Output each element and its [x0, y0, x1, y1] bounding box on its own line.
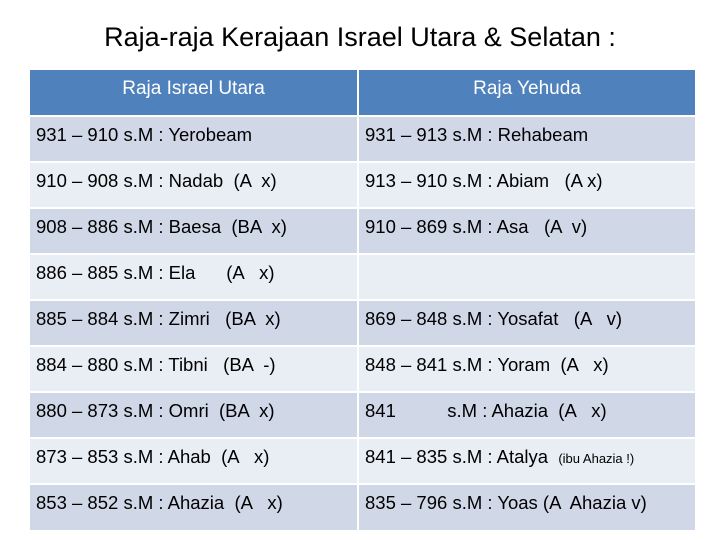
right-note: (ibu Ahazia !): [558, 451, 635, 466]
slide-title: Raja-raja Kerajaan Israel Utara & Selata…: [104, 22, 616, 52]
right-cell: [358, 253, 697, 300]
table-row: 931 – 910 s.M : Yerobeam 931 – 913 s.M : …: [30, 115, 697, 162]
table-row: 880 – 873 s.M : Omri (BA x) 841 s.M : Aha…: [30, 391, 697, 438]
left-cell: 931 – 910 s.M : Yerobeam: [30, 115, 359, 162]
right-cell: 848 – 841 s.M : Yoram (A x): [358, 345, 697, 392]
left-cell: 884 – 880 s.M : Tibni (BA -): [30, 345, 359, 392]
right-cell: 841 – 835 s.M : Atalya (ibu Ahazia !): [358, 437, 697, 484]
right-text: 848 – 841 s.M : Yoram (A x): [365, 354, 609, 375]
header-cell: Raja Israel Utara: [30, 70, 359, 116]
left-cell: 908 – 886 s.M : Baesa (BA x): [30, 207, 359, 254]
right-text: 835 – 796 s.M : Yoas (A Ahazia v): [365, 492, 647, 513]
right-cell: 910 – 869 s.M : Asa (A v): [358, 207, 697, 254]
table-row: 873 – 853 s.M : Ahab (A x) 841 – 835 s.M …: [30, 437, 697, 484]
left-cell: 880 – 873 s.M : Omri (BA x): [30, 391, 359, 438]
table-row: 910 – 908 s.M : Nadab (A x) 913 – 910 s.M…: [30, 161, 697, 208]
table-row: 886 – 885 s.M : Ela (A x): [30, 253, 697, 300]
right-text: 841 – 835 s.M : Atalya: [365, 446, 549, 467]
right-cell: 841 s.M : Ahazia (A x): [358, 391, 697, 438]
right-text: 913 – 910 s.M : Abiam (A x): [365, 170, 603, 191]
left-cell: 886 – 885 s.M : Ela (A x): [30, 253, 359, 300]
left-cell: 910 – 908 s.M : Nadab (A x): [30, 161, 359, 208]
table-row: 884 – 880 s.M : Tibni (BA -) 848 – 841 s.…: [30, 345, 697, 392]
table-body: 931 – 910 s.M : Yerobeam 931 – 913 s.M : …: [30, 115, 697, 530]
right-cell: 913 – 910 s.M : Abiam (A x): [358, 161, 697, 208]
left-cell: 885 – 884 s.M : Zimri (BA x): [30, 299, 359, 346]
right-text: 841 s.M : Ahazia (A x): [365, 400, 607, 421]
right-cell: 931 – 913 s.M : Rehabeam: [358, 115, 697, 162]
table-row: 885 – 884 s.M : Zimri (BA x) 869 – 848 s.…: [30, 299, 697, 346]
left-cell: 853 – 852 s.M : Ahazia (A x): [30, 483, 359, 530]
header-cell: Raja Yehuda: [358, 70, 697, 116]
right-text: 869 – 848 s.M : Yosafat (A v): [365, 308, 623, 329]
table-row: 908 – 886 s.M : Baesa (BA x) 910 – 869 s.…: [30, 207, 697, 254]
table-row: 853 – 852 s.M : Ahazia (A x) 835 – 796 s.…: [30, 483, 697, 530]
reign-table: Raja Israel Utara Raja Yehuda 931 – 910 …: [30, 70, 697, 530]
left-cell: 873 – 853 s.M : Ahab (A x): [30, 437, 359, 484]
right-cell: 835 – 796 s.M : Yoas (A Ahazia v): [358, 483, 697, 530]
right-cell: 869 – 848 s.M : Yosafat (A v): [358, 299, 697, 346]
right-text: 931 – 913 s.M : Rehabeam: [365, 124, 589, 145]
right-text: 910 – 869 s.M : Asa (A v): [365, 216, 588, 237]
header-row: Raja Israel Utara Raja Yehuda: [30, 70, 697, 116]
